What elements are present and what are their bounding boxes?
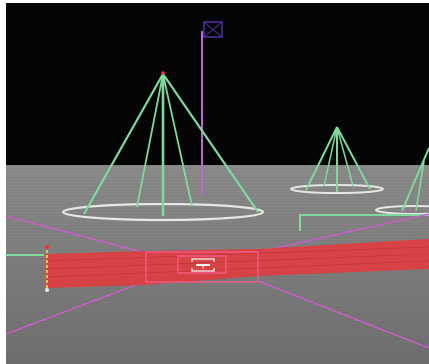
near-cone-marker[interactable]	[61, 71, 265, 222]
sky	[6, 3, 429, 168]
scene-canvas[interactable]	[6, 3, 429, 364]
crosshair-icon[interactable]	[191, 258, 215, 272]
perspective-guide-lines	[6, 213, 429, 349]
reticle-frame	[145, 251, 259, 283]
green-rail	[299, 214, 429, 231]
scene-viewport[interactable]	[6, 3, 429, 364]
mid-cone-marker[interactable]	[290, 126, 384, 194]
side-post	[6, 244, 50, 292]
flag-icon[interactable]	[201, 21, 223, 195]
target-zone[interactable]	[45, 239, 429, 288]
